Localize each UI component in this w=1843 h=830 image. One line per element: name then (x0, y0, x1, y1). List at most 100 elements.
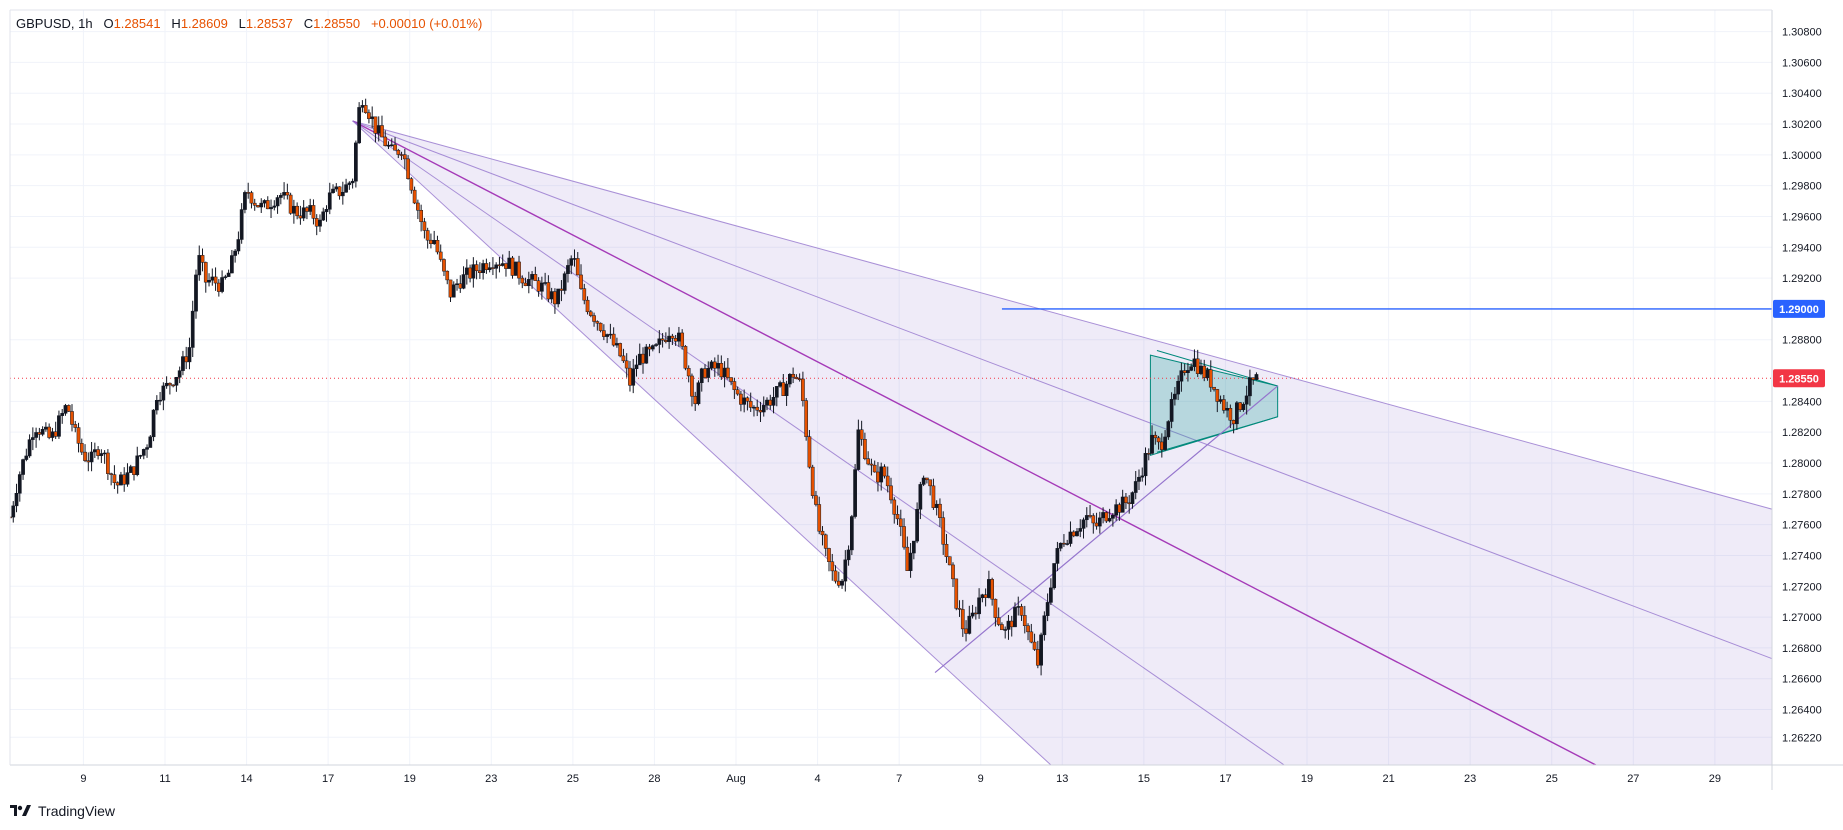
candle-body (1003, 629, 1008, 631)
candle-body (168, 382, 172, 386)
candle-body (843, 559, 848, 582)
candle (726, 358, 730, 380)
candle-body (716, 363, 720, 369)
last-price-tag-text: 1.28550 (1779, 373, 1819, 385)
candle (504, 263, 508, 277)
candle (481, 259, 485, 280)
candle-body (455, 283, 459, 286)
candle-body (693, 395, 698, 405)
candle-body (265, 200, 270, 210)
candle-body (344, 184, 348, 193)
candle (735, 386, 740, 396)
candle-body (409, 178, 414, 191)
candle-body (393, 144, 397, 151)
candle (177, 366, 182, 384)
pitchfan-line-lower (352, 120, 1052, 765)
candle-body (17, 474, 22, 494)
candle-body (556, 288, 561, 305)
candle (1104, 511, 1109, 524)
candle-body (866, 458, 871, 465)
candle-body (1153, 434, 1158, 439)
candle-body (367, 112, 371, 119)
candle (14, 483, 19, 513)
time-axis-tick-label: 28 (648, 773, 660, 785)
candle (233, 249, 237, 263)
candle (455, 278, 459, 291)
candle (553, 288, 557, 314)
candle-body (765, 399, 769, 406)
candle-body (618, 343, 623, 357)
candle (794, 374, 799, 380)
candle-body (321, 211, 326, 221)
candle-body (239, 209, 244, 240)
candle-body (484, 263, 489, 271)
candle (1215, 389, 1220, 413)
symbol-label[interactable]: GBPUSD (16, 16, 71, 31)
candle (252, 198, 257, 211)
candle-body (1049, 587, 1053, 603)
candle-body (543, 282, 547, 284)
candle (321, 207, 326, 221)
candle-body (10, 516, 12, 519)
candle-body (784, 383, 789, 396)
candle-body (562, 273, 567, 291)
candle (1107, 508, 1112, 523)
candle (931, 478, 936, 510)
interval-label[interactable]: 1h (78, 16, 93, 31)
time-axis-tick-label: 17 (322, 773, 334, 785)
candle-body (207, 280, 211, 283)
candle-body (1117, 504, 1122, 513)
candle-body (1052, 563, 1056, 589)
candle (1032, 633, 1037, 651)
candle (970, 604, 975, 619)
candle-body (1173, 393, 1177, 400)
candle (168, 382, 172, 395)
tradingview-logo[interactable]: TradingView (10, 803, 115, 819)
candle-body (513, 261, 518, 276)
candle-body (1140, 475, 1145, 478)
candle (882, 464, 887, 479)
candle-body (1065, 543, 1070, 545)
candle-body (1120, 496, 1125, 513)
candle (357, 102, 361, 144)
candle-body (354, 142, 358, 182)
candle-body (739, 393, 743, 405)
candle (360, 100, 365, 113)
candle-body (1000, 624, 1004, 631)
candle-body (1215, 389, 1220, 402)
candle-body (1244, 395, 1249, 405)
candle (1052, 563, 1056, 590)
candle-body (269, 207, 273, 210)
candle-body (1032, 641, 1037, 650)
candle (895, 505, 900, 526)
candle-body (911, 540, 916, 554)
candle (350, 178, 355, 189)
candle (1173, 387, 1177, 406)
candle (17, 471, 22, 502)
candle (409, 177, 414, 194)
candle-body (895, 514, 900, 520)
candle-body (526, 279, 531, 287)
candle-body (944, 543, 949, 557)
candle-body (1088, 515, 1092, 517)
candle (438, 244, 443, 262)
candle (624, 353, 629, 378)
candle-body (530, 274, 534, 280)
candle-body (726, 367, 730, 378)
candle (990, 577, 995, 606)
candle (771, 387, 776, 414)
pennant-upper-line (1156, 350, 1278, 387)
candle (154, 395, 159, 415)
time-axis-tick-label: 15 (1138, 773, 1150, 785)
price-axis-tick-label: 1.27200 (1782, 581, 1822, 593)
pitchfan-line-upper (352, 120, 1772, 510)
candle-body (1195, 358, 1200, 374)
candle-body (820, 530, 825, 536)
candle (63, 403, 68, 416)
candle (102, 450, 107, 464)
candle (1055, 541, 1060, 572)
candle (977, 588, 981, 619)
candle-body (262, 200, 267, 204)
